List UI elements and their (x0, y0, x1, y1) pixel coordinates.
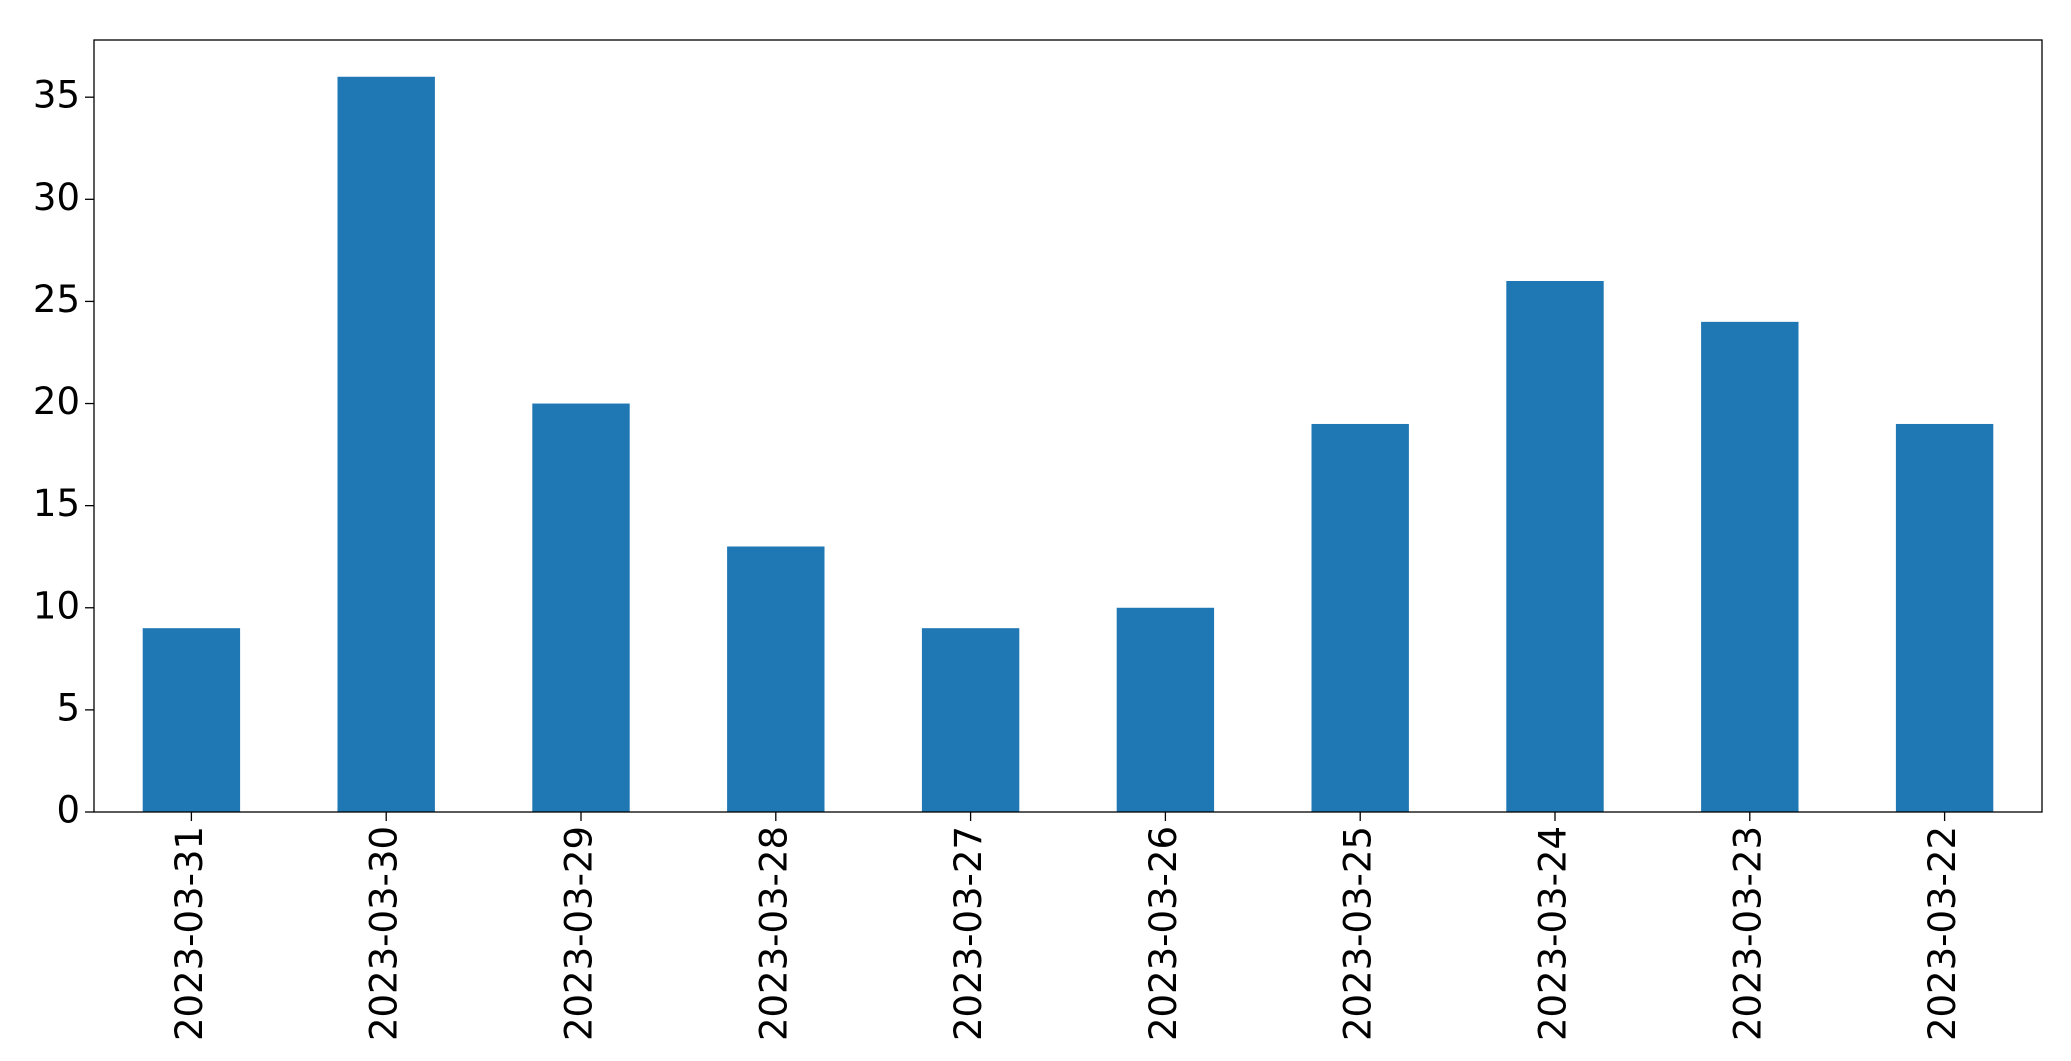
bar (142, 628, 241, 812)
x-tick-label: 2023-03-28 (752, 826, 795, 1041)
x-tick-label: 2023-03-25 (1337, 826, 1380, 1041)
y-tick-label: 0 (56, 789, 80, 832)
y-tick-label: 30 (33, 176, 80, 219)
y-tick-label: 25 (33, 278, 80, 321)
bar (1116, 607, 1215, 812)
y-tick-label: 10 (33, 584, 80, 627)
y-tick-label: 20 (33, 380, 80, 423)
bar (337, 76, 435, 812)
bar (1506, 280, 1604, 812)
bar (1895, 423, 1994, 812)
y-tick-label: 15 (33, 482, 80, 525)
bar (727, 546, 825, 812)
bar (532, 403, 630, 812)
x-tick-label: 2023-03-23 (1726, 826, 1769, 1041)
y-tick-label: 5 (56, 686, 80, 729)
x-tick-label: 2023-03-31 (168, 826, 211, 1041)
x-tick-label: 2023-03-26 (1142, 826, 1185, 1041)
x-tick-label: 2023-03-27 (947, 826, 990, 1041)
y-tick-label: 35 (33, 74, 80, 117)
x-tick-label: 2023-03-30 (363, 826, 406, 1041)
x-tick-label: 2023-03-22 (1921, 826, 1964, 1041)
x-tick-label: 2023-03-24 (1532, 826, 1575, 1041)
bar (921, 628, 1020, 812)
x-tick-label: 2023-03-29 (558, 826, 601, 1041)
bar (1311, 423, 1409, 812)
plot-frame (93, 39, 2043, 813)
bar (1701, 321, 1799, 812)
